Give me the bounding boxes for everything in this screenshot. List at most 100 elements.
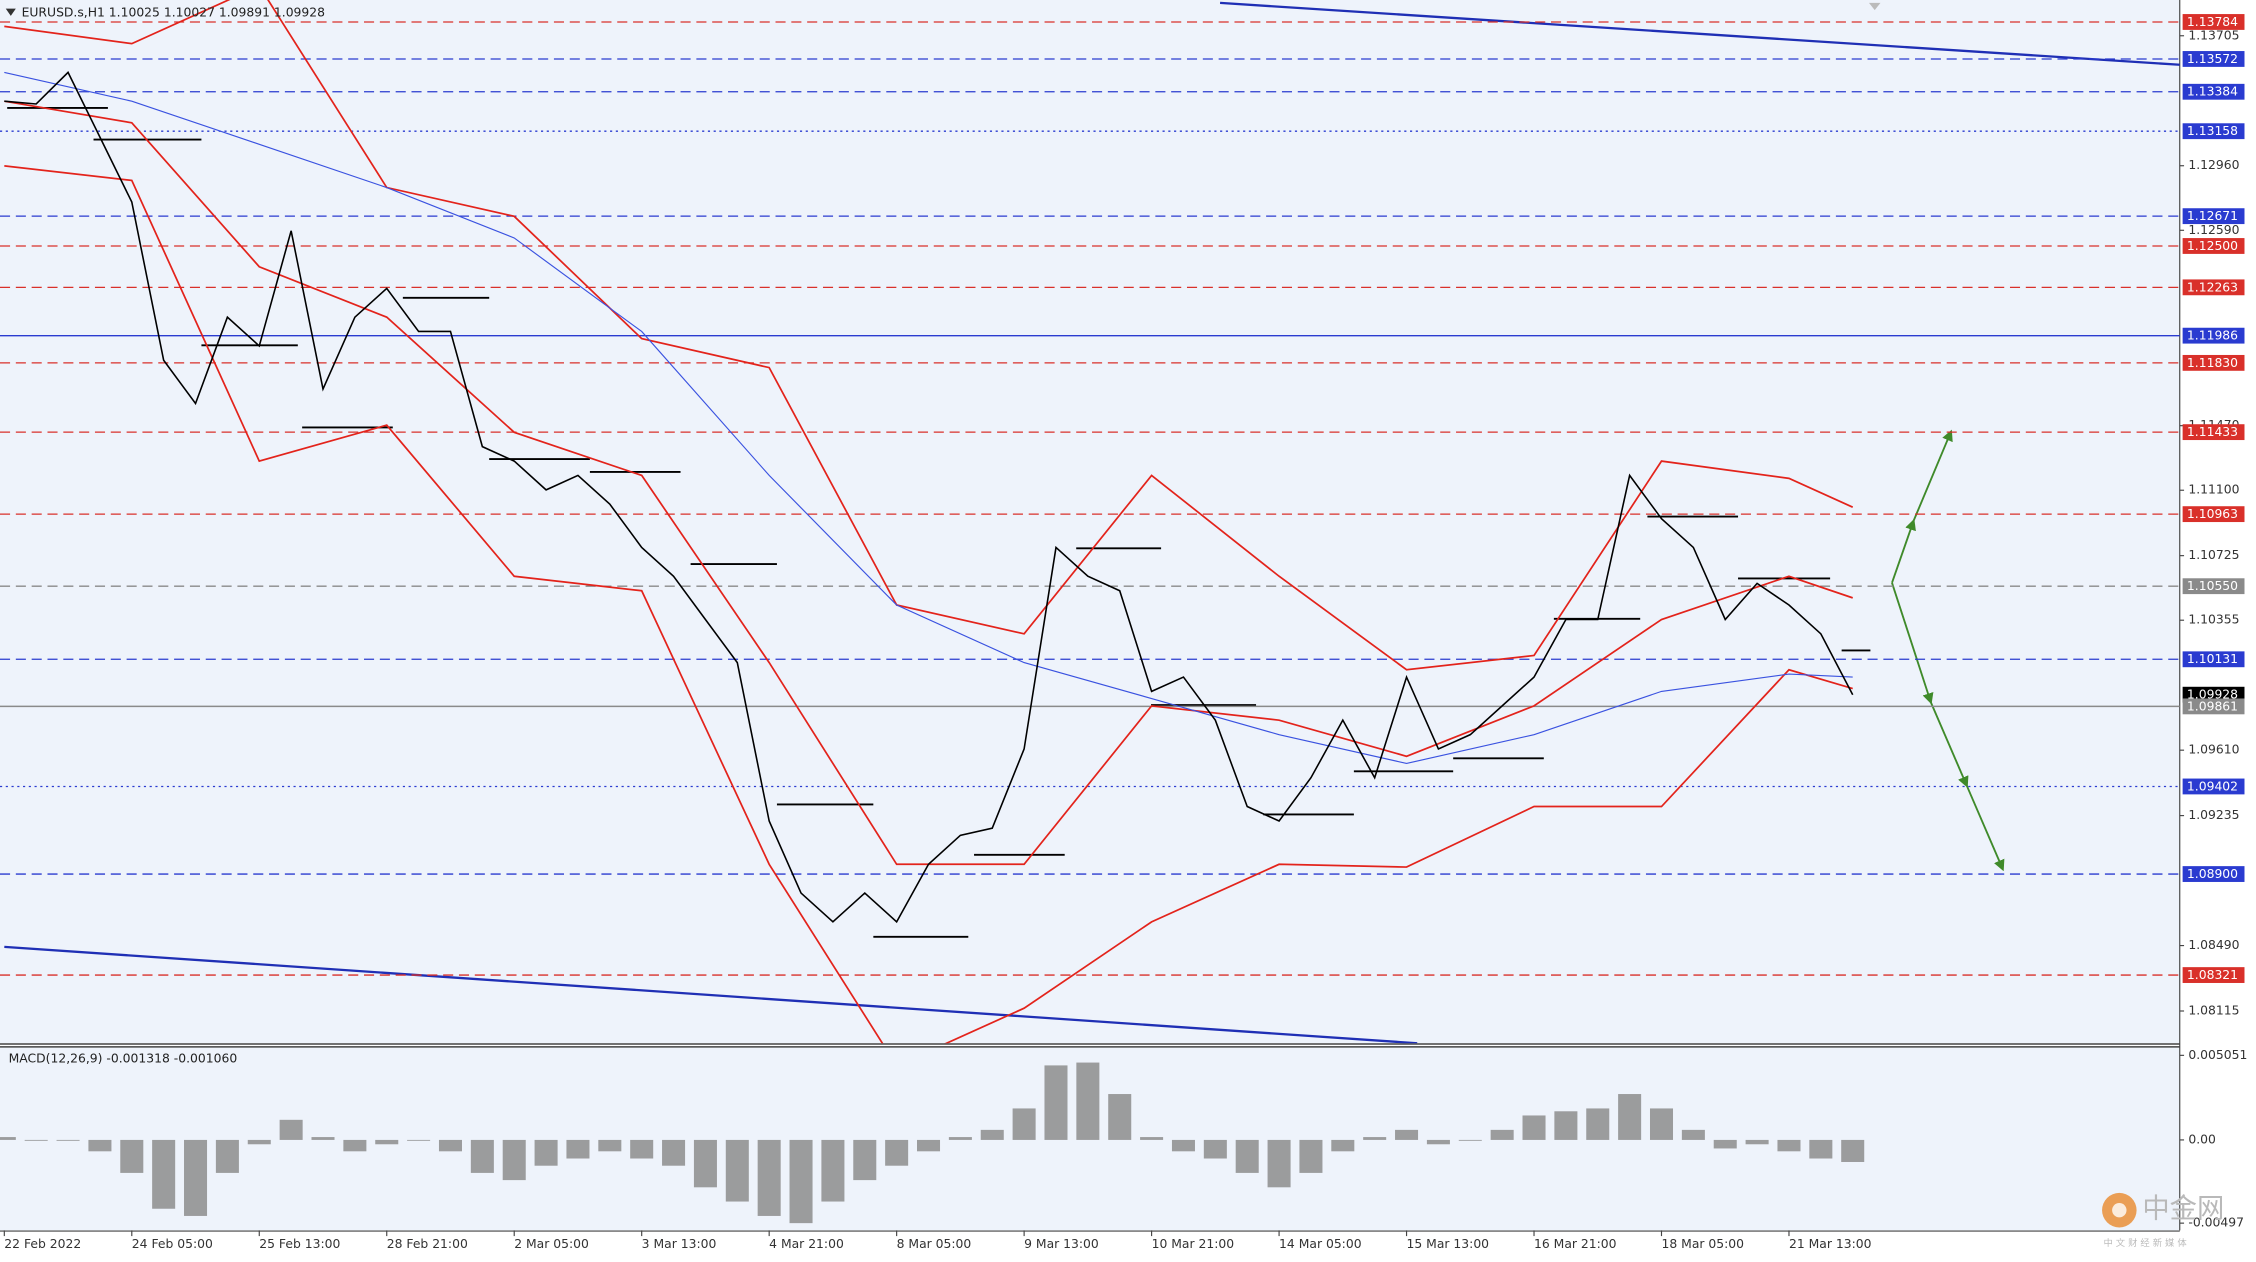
level-label: 1.11986 <box>2187 329 2238 343</box>
macd-bar <box>470 1139 494 1173</box>
level-label: 1.11830 <box>2187 356 2238 370</box>
indicator-line <box>4 100 1853 866</box>
macd-bar <box>184 1139 208 1216</box>
level-label: 1.11433 <box>2187 425 2238 439</box>
macd-bar <box>1554 1111 1578 1140</box>
level-label-box <box>2182 208 2245 225</box>
macd-bar <box>1012 1108 1036 1140</box>
macd-bar <box>1203 1139 1227 1159</box>
macd-bar <box>279 1119 303 1140</box>
x-tick-label: 4 Mar 21:00 <box>769 1237 844 1251</box>
macd-bar <box>980 1129 1004 1140</box>
level-label: 1.08900 <box>2187 867 2238 881</box>
x-tick-label: 21 Mar 13:00 <box>1789 1237 1872 1251</box>
x-tick-label: 22 Feb 2022 <box>4 1237 81 1251</box>
macd-bar <box>1235 1139 1259 1173</box>
macd-bar <box>1745 1139 1769 1145</box>
macd-bar <box>1490 1129 1514 1140</box>
y-tick-label: 1.12590 <box>2188 223 2239 237</box>
level-label: 1.12263 <box>2187 280 2238 294</box>
price-panel <box>0 0 2180 1044</box>
level-label-box <box>2182 279 2245 296</box>
macd-bar <box>917 1139 941 1152</box>
macd-bar <box>725 1139 749 1202</box>
level-label-box <box>2182 354 2245 371</box>
indicator-line <box>4 0 1854 671</box>
macd-bar <box>502 1139 526 1181</box>
macd-bar <box>1713 1139 1737 1149</box>
level-label: 1.10131 <box>2187 652 2238 666</box>
level-label: 1.13784 <box>2187 15 2238 29</box>
trend-line <box>4 945 1418 1044</box>
level-label: 1.13158 <box>2187 124 2238 138</box>
drawings <box>4 1 2180 1044</box>
x-tick-label: 9 Mar 13:00 <box>1024 1237 1099 1251</box>
menu-icon[interactable] <box>5 8 16 16</box>
x-tick-label: 14 Mar 05:00 <box>1279 1237 1362 1251</box>
y-tick-label: 0.005051 <box>2188 1048 2247 1062</box>
macd-bar <box>1140 1137 1164 1140</box>
level-label-box <box>2182 327 2245 344</box>
level-label: 1.12671 <box>2187 209 2238 223</box>
macd-bar <box>1395 1129 1419 1140</box>
x-tick-label: 3 Mar 13:00 <box>642 1237 717 1251</box>
level-label-box <box>2182 778 2245 795</box>
chart-title: EURUSD.s,H1 1.10025 1.10027 1.09891 1.09… <box>22 5 326 19</box>
x-tick-label: 18 Mar 05:00 <box>1661 1237 1744 1251</box>
macd-bar <box>534 1139 558 1166</box>
macd-bar <box>152 1139 176 1209</box>
y-tick-label: 1.10725 <box>2188 548 2239 562</box>
macd-bar <box>948 1137 972 1140</box>
macd-bar <box>853 1139 877 1181</box>
macd-bar <box>88 1139 112 1152</box>
macd-bar <box>789 1139 813 1224</box>
macd-bar <box>1618 1094 1642 1140</box>
level-label-box <box>2182 14 2245 30</box>
macd-bar <box>311 1137 335 1140</box>
macd-bar <box>1458 1139 1482 1141</box>
macd-bar <box>1649 1108 1674 1140</box>
macd-bar <box>407 1139 431 1141</box>
level-label-box <box>2182 578 2245 595</box>
macd-bar <box>1841 1139 1865 1162</box>
level-label-box <box>2182 123 2245 140</box>
y-tick-label: -0.00497 <box>2188 1216 2244 1230</box>
macd-bar <box>1299 1139 1323 1173</box>
shift-marker <box>1868 2 1881 11</box>
watermark: 中金网 <box>2142 1194 2224 1225</box>
y-tick-label: 1.09235 <box>2188 808 2239 822</box>
macd-bar <box>1363 1137 1387 1140</box>
macd-bar <box>343 1139 367 1152</box>
macd-bar <box>1426 1139 1450 1145</box>
level-label: 1.09402 <box>2187 779 2238 793</box>
watermark-logo <box>2112 1203 2127 1218</box>
price-line <box>4 71 1854 924</box>
macd-bar <box>375 1139 399 1145</box>
level-label-box <box>2182 651 2245 668</box>
x-tick-label: 16 Mar 21:00 <box>1534 1237 1617 1251</box>
level-label: 1.10550 <box>2187 579 2238 593</box>
macd-bar <box>1267 1139 1291 1188</box>
macd-title: MACD(12,26,9) -0.001318 -0.001060 <box>9 1052 238 1066</box>
x-tick-label: 25 Feb 13:00 <box>259 1237 340 1251</box>
macd-bar <box>1171 1139 1195 1152</box>
macd-bar <box>662 1139 686 1166</box>
y-tick-label: 1.13705 <box>2188 28 2239 42</box>
macd-bar <box>885 1139 909 1166</box>
y-tick-label: 1.09610 <box>2188 743 2239 757</box>
indicators <box>4 0 1854 1044</box>
y-tick-label: 1.08490 <box>2188 938 2239 952</box>
level-label-box <box>2182 866 2245 882</box>
level-label: 1.08321 <box>2187 968 2238 982</box>
macd-bar <box>693 1139 717 1188</box>
y-tick-label: 1.12960 <box>2188 158 2239 172</box>
y-tick-label: 1.11100 <box>2188 483 2239 497</box>
macd-bar <box>0 1137 16 1140</box>
macd-bar <box>438 1139 462 1152</box>
x-tick-label: 2 Mar 05:00 <box>514 1237 589 1251</box>
level-label-box <box>2182 51 2245 67</box>
macd-bar <box>56 1139 80 1141</box>
pivot-lines <box>7 106 1871 938</box>
macd-bar <box>757 1139 781 1216</box>
